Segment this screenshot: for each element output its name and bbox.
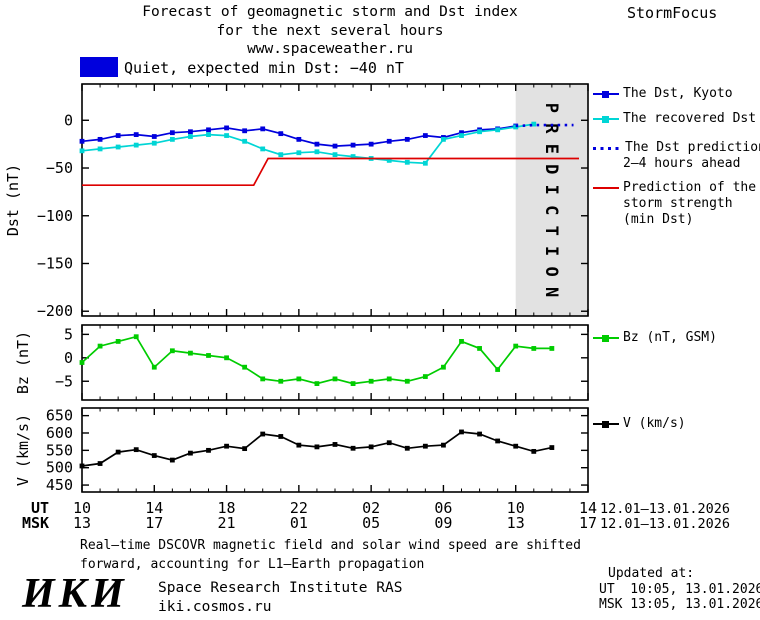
svg-text:10: 10: [507, 499, 525, 517]
institute-name: Space Research Institute RAS: [158, 580, 403, 596]
legend-label-dst-kyoto: The Dst, Kyoto: [623, 86, 733, 101]
svg-text:09: 09: [434, 514, 452, 532]
legend-label-recovered: The recovered Dst: [623, 111, 757, 126]
legend-label-storm-1: Prediction of the: [623, 180, 757, 195]
dst-prediction-marker: [593, 146, 621, 150]
legend-label-storm-2: storm strength: [623, 196, 733, 211]
updated-ut: UT 10:05, 13.01.2026: [599, 581, 760, 597]
title-url: www.spaceweather.ru: [247, 41, 413, 57]
svg-text:13: 13: [507, 514, 525, 532]
svg-text:21: 21: [218, 514, 236, 532]
svg-text:UT: UT: [31, 499, 49, 517]
svg-text:550: 550: [46, 441, 73, 459]
page-title: Forecast of geomagnetic storm and Dst in…: [75, 3, 585, 59]
status-text: Quiet, expected min Dst: −40 nT: [124, 59, 404, 77]
svg-text:450: 450: [46, 476, 73, 494]
footer-note-line-2: forward, accounting for L1–Earth propaga…: [80, 557, 425, 572]
svg-text:V (km/s): V (km/s): [14, 414, 32, 486]
legend-recovered-dst: The recovered Dst: [593, 111, 756, 127]
svg-text:500: 500: [46, 459, 73, 477]
svg-text:−50: −50: [46, 159, 73, 177]
legend-label-bz: Bz (nT, GSM): [623, 330, 717, 345]
brand-stormfocus: StormFocus: [627, 4, 718, 22]
svg-text:17: 17: [145, 514, 163, 532]
v-marker: [593, 420, 619, 428]
iki-logo: ИКИ: [22, 571, 128, 617]
institute-site: iki.cosmos.ru: [158, 599, 272, 615]
updated-label: Updated at:: [608, 566, 695, 581]
svg-text:−200: −200: [37, 302, 73, 320]
svg-text:600: 600: [46, 424, 73, 442]
svg-text:P R E D I C T I O N: P R E D I C T I O N: [541, 103, 561, 297]
svg-text:14: 14: [145, 499, 163, 517]
status-color-swatch: [80, 57, 118, 77]
svg-text:12.01–13.01.2026: 12.01–13.01.2026: [600, 516, 730, 532]
title-line-1: Forecast of geomagnetic storm and Dst in…: [142, 4, 518, 20]
svg-text:13: 13: [73, 514, 91, 532]
legend-label-prediction-1: The Dst prediction: [625, 140, 760, 155]
svg-text:650: 650: [46, 407, 73, 425]
legend-bz: Bz (nT, GSM): [593, 330, 717, 346]
bz-marker: [593, 334, 619, 342]
svg-text:−5: −5: [55, 372, 73, 390]
dst-kyoto-marker: [593, 90, 619, 98]
svg-text:Bz (nT): Bz (nT): [14, 331, 32, 394]
legend-dst-prediction: The Dst prediction 2–4 hours ahead: [593, 140, 760, 172]
legend-label-storm-3: (min Dst): [623, 212, 694, 227]
svg-text:−150: −150: [37, 254, 73, 272]
legend-storm-strength: Prediction of the storm strength (min Ds…: [593, 180, 756, 228]
svg-text:0: 0: [64, 349, 73, 367]
svg-text:22: 22: [290, 499, 308, 517]
svg-text:05: 05: [362, 514, 380, 532]
title-line-2: for the next several hours: [216, 22, 444, 39]
legend-v: V (km/s): [593, 416, 686, 432]
svg-text:0: 0: [64, 111, 73, 129]
legend-label-prediction-2: 2–4 hours ahead: [623, 156, 741, 171]
svg-text:−100: −100: [37, 207, 73, 225]
svg-text:12.01–13.01.2026: 12.01–13.01.2026: [600, 501, 730, 517]
svg-text:17: 17: [579, 514, 597, 532]
svg-text:10: 10: [73, 499, 91, 517]
svg-text:Dst (nT): Dst (nT): [4, 164, 22, 236]
updated-msk: MSK 13:05, 13.01.2026: [599, 597, 760, 612]
svg-text:01: 01: [290, 514, 308, 532]
svg-text:14: 14: [579, 499, 597, 517]
footer-note-line-1: Real–time DSCOVR magnetic field and sola…: [80, 538, 581, 553]
svg-text:5: 5: [64, 325, 73, 343]
footer-note: Real–time DSCOVR magnetic field and sola…: [80, 536, 581, 574]
updated-block: Updated at: UT 10:05, 13.01.2026 MSK 13:…: [599, 566, 760, 613]
storm-strength-marker: [593, 187, 619, 189]
legend-dst-kyoto: The Dst, Kyoto: [593, 86, 733, 102]
svg-text:18: 18: [218, 499, 236, 517]
legend-label-v: V (km/s): [623, 416, 686, 431]
svg-text:02: 02: [362, 499, 380, 517]
recovered-dst-marker: [593, 115, 619, 123]
svg-text:06: 06: [434, 499, 452, 517]
svg-text:MSK: MSK: [22, 514, 49, 532]
